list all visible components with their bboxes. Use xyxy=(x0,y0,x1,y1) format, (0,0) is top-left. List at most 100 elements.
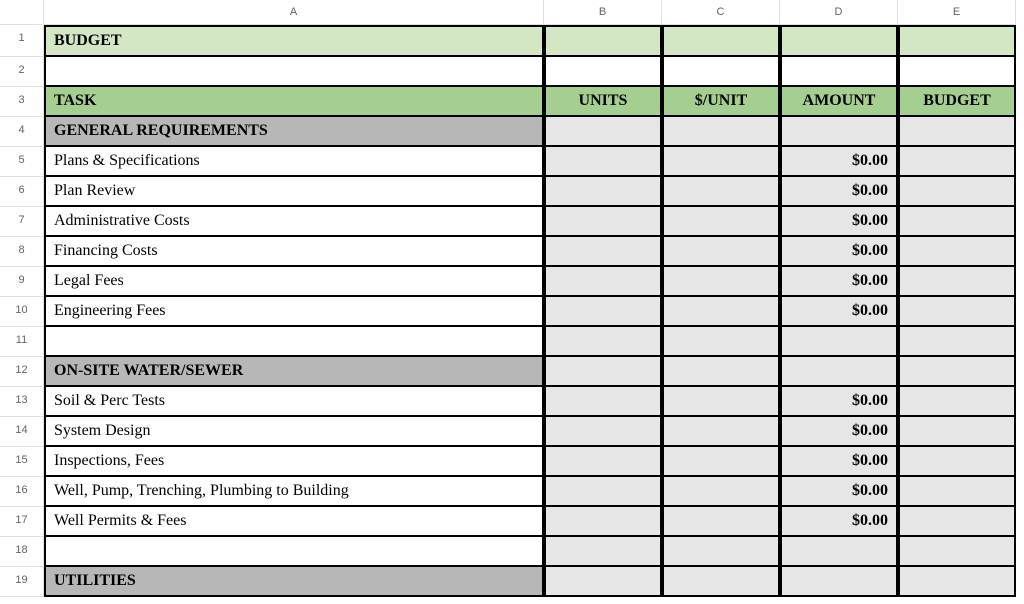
cell-a5[interactable]: Plans & Specifications xyxy=(44,147,544,177)
cell-a7[interactable]: Administrative Costs xyxy=(44,207,544,237)
cell-e10[interactable] xyxy=(898,297,1016,327)
cell-e9[interactable] xyxy=(898,267,1016,297)
cell-e1[interactable] xyxy=(898,25,1016,57)
cell-b11[interactable] xyxy=(544,327,662,357)
cell-d11[interactable] xyxy=(780,327,898,357)
cell-a13[interactable]: Soil & Perc Tests xyxy=(44,387,544,417)
cell-a12[interactable]: ON-SITE WATER/SEWER xyxy=(44,357,544,387)
cell-e8[interactable] xyxy=(898,237,1016,267)
cell-b5[interactable] xyxy=(544,147,662,177)
cell-d7[interactable]: $0.00 xyxy=(780,207,898,237)
row-header-17[interactable]: 17 xyxy=(0,507,44,537)
row-header-10[interactable]: 10 xyxy=(0,297,44,327)
cell-a15[interactable]: Inspections, Fees xyxy=(44,447,544,477)
cell-d9[interactable]: $0.00 xyxy=(780,267,898,297)
cell-d13[interactable]: $0.00 xyxy=(780,387,898,417)
cell-b2[interactable] xyxy=(544,57,662,87)
cell-e16[interactable] xyxy=(898,477,1016,507)
cell-d15[interactable]: $0.00 xyxy=(780,447,898,477)
column-header-e[interactable]: E xyxy=(898,0,1016,25)
cell-e13[interactable] xyxy=(898,387,1016,417)
cell-e14[interactable] xyxy=(898,417,1016,447)
cell-c10[interactable] xyxy=(662,297,780,327)
cell-c19[interactable] xyxy=(662,567,780,597)
cell-b9[interactable] xyxy=(544,267,662,297)
cell-c7[interactable] xyxy=(662,207,780,237)
cell-e15[interactable] xyxy=(898,447,1016,477)
row-header-12[interactable]: 12 xyxy=(0,357,44,387)
row-header-3[interactable]: 3 xyxy=(0,87,44,117)
cell-a8[interactable]: Financing Costs xyxy=(44,237,544,267)
cell-b7[interactable] xyxy=(544,207,662,237)
cell-d14[interactable]: $0.00 xyxy=(780,417,898,447)
cell-a1[interactable]: BUDGET xyxy=(44,25,544,57)
cell-c5[interactable] xyxy=(662,147,780,177)
cell-a18[interactable] xyxy=(44,537,544,567)
cell-a16[interactable]: Well, Pump, Trenching, Plumbing to Build… xyxy=(44,477,544,507)
cell-c2[interactable] xyxy=(662,57,780,87)
row-header-11[interactable]: 11 xyxy=(0,327,44,357)
cell-c6[interactable] xyxy=(662,177,780,207)
cell-d1[interactable] xyxy=(780,25,898,57)
cell-b4[interactable] xyxy=(544,117,662,147)
row-header-4[interactable]: 4 xyxy=(0,117,44,147)
cell-b8[interactable] xyxy=(544,237,662,267)
cell-d16[interactable]: $0.00 xyxy=(780,477,898,507)
cell-d4[interactable] xyxy=(780,117,898,147)
cell-e2[interactable] xyxy=(898,57,1016,87)
cell-d10[interactable]: $0.00 xyxy=(780,297,898,327)
cell-d3[interactable]: AMOUNT xyxy=(780,87,898,117)
row-header-15[interactable]: 15 xyxy=(0,447,44,477)
cell-b14[interactable] xyxy=(544,417,662,447)
cell-b19[interactable] xyxy=(544,567,662,597)
cell-a10[interactable]: Engineering Fees xyxy=(44,297,544,327)
cell-d2[interactable] xyxy=(780,57,898,87)
cell-c8[interactable] xyxy=(662,237,780,267)
cell-d5[interactable]: $0.00 xyxy=(780,147,898,177)
row-header-5[interactable]: 5 xyxy=(0,147,44,177)
row-header-9[interactable]: 9 xyxy=(0,267,44,297)
cell-a4[interactable]: GENERAL REQUIREMENTS xyxy=(44,117,544,147)
cell-b6[interactable] xyxy=(544,177,662,207)
cell-a19[interactable]: UTILITIES xyxy=(44,567,544,597)
cell-d18[interactable] xyxy=(780,537,898,567)
cell-c17[interactable] xyxy=(662,507,780,537)
cell-e19[interactable] xyxy=(898,567,1016,597)
cell-d6[interactable]: $0.00 xyxy=(780,177,898,207)
cell-c12[interactable] xyxy=(662,357,780,387)
cell-c4[interactable] xyxy=(662,117,780,147)
row-header-16[interactable]: 16 xyxy=(0,477,44,507)
row-header-13[interactable]: 13 xyxy=(0,387,44,417)
cell-b17[interactable] xyxy=(544,507,662,537)
cell-a9[interactable]: Legal Fees xyxy=(44,267,544,297)
row-header-14[interactable]: 14 xyxy=(0,417,44,447)
cell-c1[interactable] xyxy=(662,25,780,57)
cell-c15[interactable] xyxy=(662,447,780,477)
cell-a3[interactable]: TASK xyxy=(44,87,544,117)
row-header-6[interactable]: 6 xyxy=(0,177,44,207)
row-header-7[interactable]: 7 xyxy=(0,207,44,237)
spreadsheet-grid[interactable]: ABCDE1BUDGET23TASKUNITS$/UNITAMOUNTBUDGE… xyxy=(0,0,1024,597)
column-header-c[interactable]: C xyxy=(662,0,780,25)
cell-d17[interactable]: $0.00 xyxy=(780,507,898,537)
cell-d8[interactable]: $0.00 xyxy=(780,237,898,267)
row-header-1[interactable]: 1 xyxy=(0,25,44,57)
cell-a2[interactable] xyxy=(44,57,544,87)
cell-b18[interactable] xyxy=(544,537,662,567)
cell-a11[interactable] xyxy=(44,327,544,357)
column-header-a[interactable]: A xyxy=(44,0,544,25)
cell-c11[interactable] xyxy=(662,327,780,357)
cell-d12[interactable] xyxy=(780,357,898,387)
column-header-b[interactable]: B xyxy=(544,0,662,25)
cell-e12[interactable] xyxy=(898,357,1016,387)
column-header-d[interactable]: D xyxy=(780,0,898,25)
cell-d19[interactable] xyxy=(780,567,898,597)
cell-c16[interactable] xyxy=(662,477,780,507)
cell-e4[interactable] xyxy=(898,117,1016,147)
cell-c14[interactable] xyxy=(662,417,780,447)
cell-e6[interactable] xyxy=(898,177,1016,207)
cell-b12[interactable] xyxy=(544,357,662,387)
cell-c18[interactable] xyxy=(662,537,780,567)
cell-e3[interactable]: BUDGET xyxy=(898,87,1016,117)
cell-c13[interactable] xyxy=(662,387,780,417)
